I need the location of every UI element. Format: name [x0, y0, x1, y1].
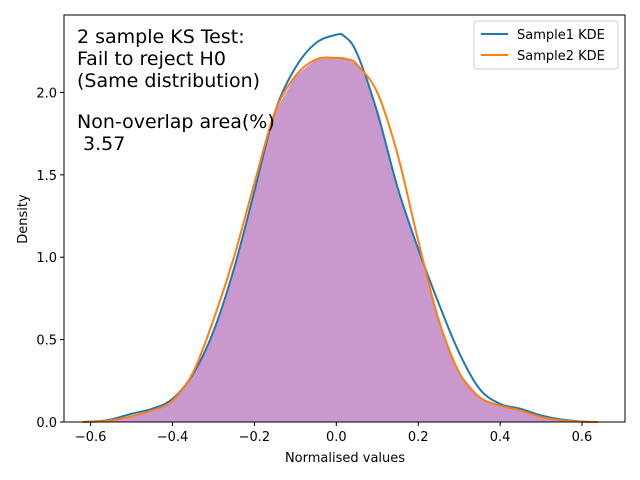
legend-label-sample2: Sample2 KDE [517, 49, 605, 64]
kde-lines-layer [82, 33, 599, 423]
x-tick-label: 0.4 [490, 430, 511, 445]
y-tick-label: 1.0 [36, 251, 57, 266]
legend-label-sample1: Sample1 KDE [517, 28, 605, 43]
overlap-fill-layer [82, 57, 599, 422]
y-axis-ticks: 0.0 0.5 1.0 1.5 2.0 [36, 86, 64, 431]
annotation-line-1: 2 sample KS Test: [77, 26, 245, 48]
x-tick-label: −0.6 [75, 430, 107, 445]
x-axis-ticks: −0.6 −0.4 −0.2 0.0 0.2 0.4 0.6 [75, 422, 593, 445]
x-tick-label: 0.6 [572, 430, 593, 445]
annotation-line-5: Non-overlap area(%) [77, 111, 275, 133]
y-tick-label: 0.5 [36, 334, 57, 349]
annotation-line-2: Fail to reject H0 [77, 48, 226, 70]
series-line-sample1 [82, 33, 591, 423]
legend: Sample1 KDE Sample2 KDE [473, 20, 619, 70]
x-axis-label: Normalised values [285, 451, 405, 466]
series-line-sample2 [82, 56, 599, 423]
x-tick-label: 0.2 [408, 430, 429, 445]
y-tick-label: 2.0 [36, 86, 57, 101]
x-tick-label: 0.0 [326, 430, 347, 445]
ks-test-annotation: 2 sample KS Test: Fail to reject H0 (Sam… [77, 26, 275, 155]
y-axis-label: Density [16, 194, 31, 244]
annotation-line-3: (Same distribution) [77, 70, 260, 92]
annotation-line-6: 3.57 [77, 133, 125, 155]
overlap-area-fill [82, 57, 599, 422]
y-tick-label: 1.5 [36, 169, 57, 184]
legend-box [473, 20, 619, 70]
x-tick-label: −0.2 [239, 430, 271, 445]
x-tick-label: −0.4 [157, 430, 189, 445]
plot-frame [63, 14, 626, 423]
y-tick-label: 0.0 [36, 416, 57, 431]
